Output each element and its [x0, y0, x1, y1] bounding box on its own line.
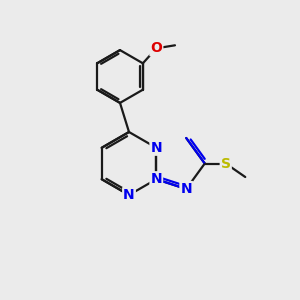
- Text: N: N: [123, 188, 135, 202]
- Text: O: O: [150, 41, 162, 55]
- Text: S: S: [221, 157, 231, 170]
- Text: N: N: [151, 172, 162, 186]
- Text: N: N: [151, 141, 162, 155]
- Text: N: N: [180, 182, 192, 196]
